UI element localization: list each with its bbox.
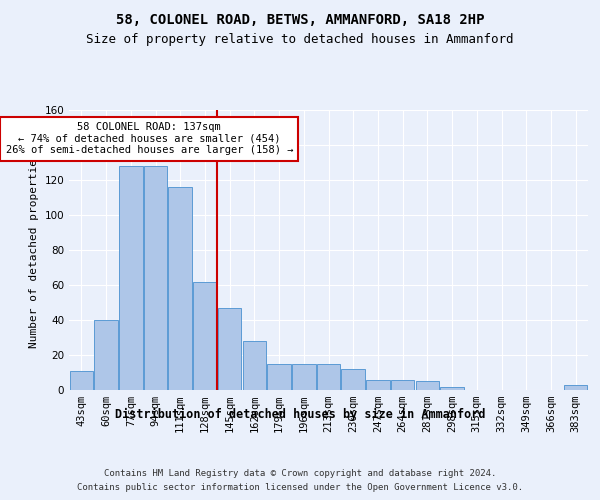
Bar <box>144 166 167 390</box>
Text: 58, COLONEL ROAD, BETWS, AMMANFORD, SA18 2HP: 58, COLONEL ROAD, BETWS, AMMANFORD, SA18… <box>116 12 484 26</box>
Bar <box>564 385 587 390</box>
Bar <box>193 282 217 390</box>
Bar <box>416 381 439 390</box>
Bar <box>366 380 389 390</box>
Bar <box>119 166 143 390</box>
Bar <box>440 386 464 390</box>
Text: Size of property relative to detached houses in Ammanford: Size of property relative to detached ho… <box>86 32 514 46</box>
Text: Distribution of detached houses by size in Ammanford: Distribution of detached houses by size … <box>115 408 485 420</box>
Bar <box>218 308 241 390</box>
Bar <box>292 364 316 390</box>
Bar <box>391 380 415 390</box>
Y-axis label: Number of detached properties: Number of detached properties <box>29 152 39 348</box>
Text: Contains public sector information licensed under the Open Government Licence v3: Contains public sector information licen… <box>77 483 523 492</box>
Bar <box>341 369 365 390</box>
Text: Contains HM Land Registry data © Crown copyright and database right 2024.: Contains HM Land Registry data © Crown c… <box>104 469 496 478</box>
Bar <box>242 341 266 390</box>
Bar <box>169 187 192 390</box>
Bar <box>70 371 93 390</box>
Bar <box>268 364 291 390</box>
Text: 58 COLONEL ROAD: 137sqm
← 74% of detached houses are smaller (454)
26% of semi-d: 58 COLONEL ROAD: 137sqm ← 74% of detache… <box>5 122 293 156</box>
Bar <box>317 364 340 390</box>
Bar <box>94 320 118 390</box>
